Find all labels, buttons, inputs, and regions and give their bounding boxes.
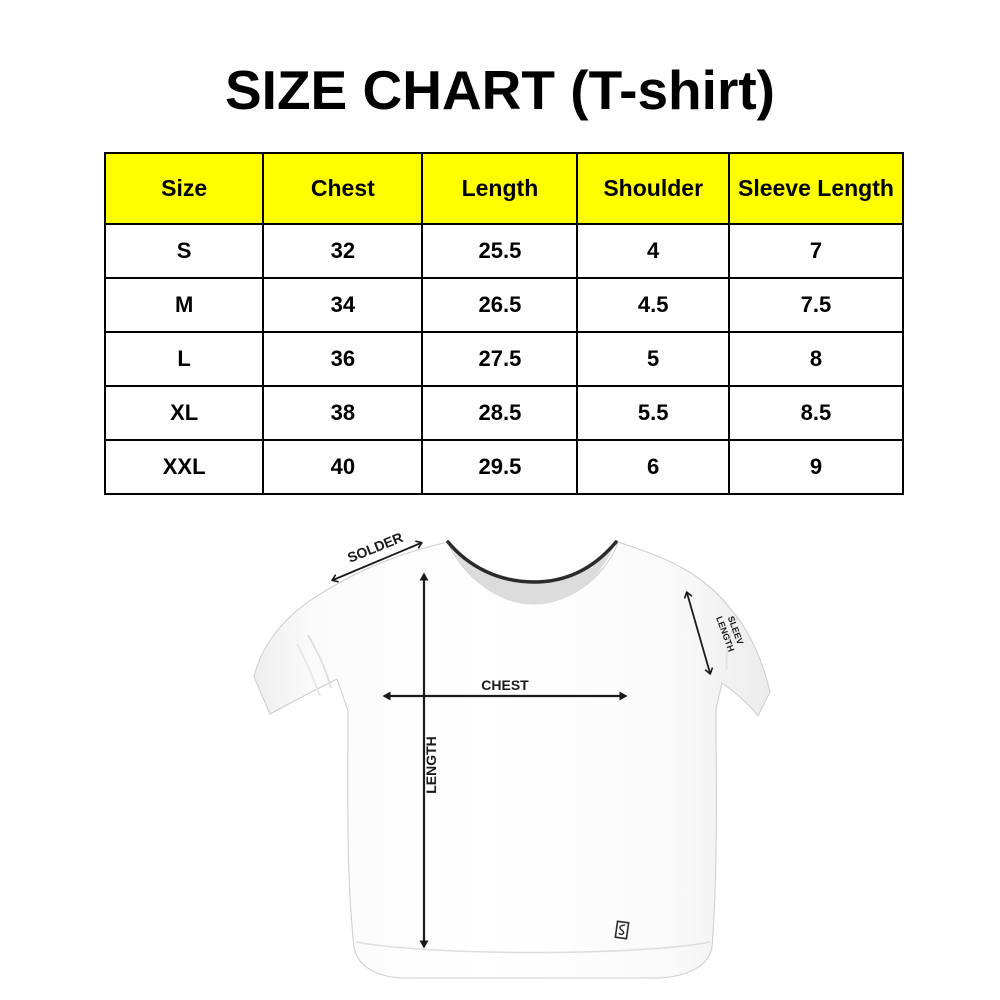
- svg-text:CHEST: CHEST: [481, 677, 529, 693]
- svg-text:LENGTH: LENGTH: [423, 736, 439, 794]
